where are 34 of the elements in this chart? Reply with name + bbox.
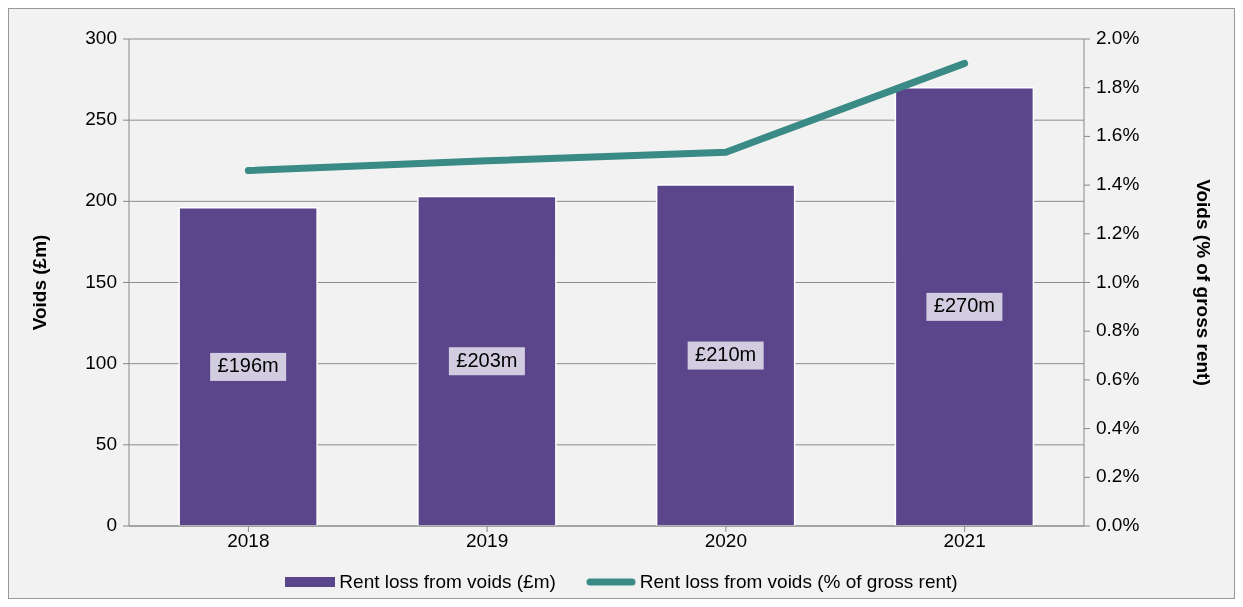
y-tick-label: 100 [85,351,117,373]
data-label: £210m [695,342,757,365]
y2-tick-label: 0.6% [1096,367,1140,389]
data-label: £203m [456,348,518,371]
y-axis-title: Voids (£m) [28,234,50,331]
y2-tick-label: 0.4% [1096,416,1140,438]
y2-tick-label: 0.2% [1096,465,1140,487]
y2-axis-title: Voids (% of gross rent) [1193,179,1215,386]
y2-tick-label: 1.2% [1096,221,1140,243]
y2-tick-label: 1.4% [1096,173,1140,195]
y2-tick-label: 0.0% [1096,514,1140,536]
data-label: £196m [217,354,279,377]
y-tick-label: 50 [95,432,117,454]
bar [655,184,796,526]
y2-tick-label: 1.8% [1096,75,1140,97]
y2-tick-label: 1.6% [1096,124,1140,146]
bar [417,195,557,526]
y-tick-label: 200 [85,189,117,211]
x-tick-label: 2019 [465,530,509,552]
legend-label: Rent loss from voids (% of gross rent) [638,571,958,593]
y2-tick-label: 0.8% [1096,319,1140,341]
y2-tick-label: 2.0% [1096,27,1140,49]
y-tick-label: 250 [85,108,117,130]
bar [894,86,1035,526]
bar [178,207,318,526]
y-tick-label: 0 [106,514,117,536]
data-label: £270m [933,294,995,317]
x-tick-label: 2020 [704,530,748,552]
y-tick-label: 150 [85,270,117,292]
x-tick-label: 2021 [943,530,986,552]
y2-tick-label: 1.0% [1096,270,1140,292]
y-tick-label: 300 [85,27,117,49]
legend-label: Rent loss from voids (£m) [338,571,556,593]
x-tick-label: 2018 [227,530,270,552]
